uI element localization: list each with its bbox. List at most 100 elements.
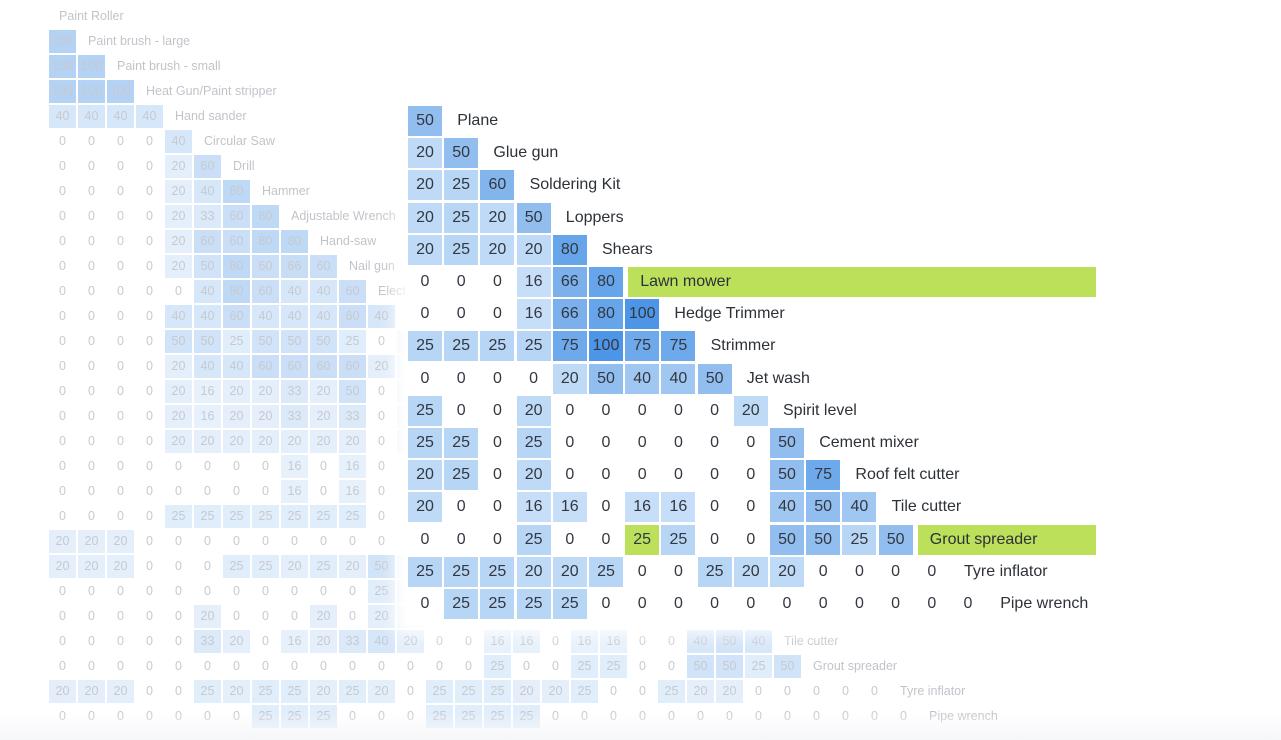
bg-cell: 0: [146, 434, 153, 448]
fg-cell: 20: [408, 234, 442, 265]
bg-cell: 0: [59, 384, 66, 398]
bg-cell: 0: [233, 534, 240, 548]
bg-cell: 60: [223, 230, 250, 253]
bg-cell: 40: [136, 105, 163, 128]
bg-cell: 20: [339, 555, 366, 578]
bg-cell: 0: [117, 334, 124, 348]
bg-cell: 16: [281, 480, 308, 503]
bg-cell: 0: [146, 609, 153, 623]
bg-cell: 40: [107, 105, 134, 128]
bg-cell: 0: [88, 359, 95, 373]
fg-cell: 0: [891, 595, 901, 612]
bg-cell: 25: [600, 655, 627, 678]
bg-cell: 16: [339, 480, 366, 503]
fg-cell: 25: [444, 202, 479, 233]
fg-cell: 0: [818, 562, 828, 580]
bg-cell: 0: [233, 459, 240, 473]
bg-cell: 0: [175, 684, 182, 698]
bg-cell: 50: [716, 655, 743, 678]
bg-cell: 16: [571, 630, 598, 653]
bg-cell: 0: [59, 609, 66, 623]
fg-cell: 0: [492, 305, 502, 323]
bg-cell: 0: [146, 209, 153, 223]
bg-cell: 0: [59, 309, 66, 323]
bg-cell: 0: [204, 484, 211, 498]
fg-cell: 20: [480, 234, 515, 265]
bg-cell: 33: [339, 630, 366, 653]
fg-cell: 0: [891, 562, 901, 580]
bg-cell: 25: [571, 655, 598, 678]
bottom-fade: [0, 712, 1281, 740]
bg-cell: 0: [204, 659, 211, 673]
bg-cell: 16: [281, 630, 308, 653]
fg-row-label: Loppers: [565, 208, 624, 226]
bg-cell: 100: [49, 55, 76, 78]
fg-cell: 0: [492, 466, 502, 484]
bg-cell: 20: [49, 530, 76, 553]
bg-cell: 16: [194, 405, 221, 428]
fg-cell: 25: [480, 589, 515, 619]
fg-cell: 25: [552, 589, 587, 619]
bg-cell: 20: [339, 430, 366, 453]
fg-cell: 0: [456, 401, 466, 419]
bg-cell: 0: [88, 459, 95, 473]
bg-cell: 60: [194, 230, 221, 253]
bg-cell: 20: [513, 680, 540, 703]
bg-cell: 0: [349, 584, 356, 598]
fg-row-label: Tyre inflator: [964, 562, 1048, 580]
bg-cell: 0: [88, 509, 95, 523]
bg-cell: 0: [233, 584, 240, 598]
bg-cell: 0: [291, 584, 298, 598]
bg-cell: 25: [484, 655, 511, 678]
bg-cell: 100: [78, 80, 105, 103]
bg-cell: 0: [117, 309, 124, 323]
fg-row-label: Lawn mower: [628, 267, 1096, 297]
bg-cell: 0: [668, 634, 675, 648]
bg-cell: 40: [194, 280, 221, 303]
bg-cell: 0: [146, 584, 153, 598]
fg-row-label: Strimmer: [710, 337, 776, 355]
fg-cell: 50: [444, 138, 479, 169]
bg-cell: 40: [310, 280, 337, 303]
bg-cell: 0: [88, 584, 95, 598]
fg-cell: 25: [516, 589, 551, 619]
bg-row-label: Grout spreader: [813, 659, 898, 673]
bg-cell: 33: [281, 405, 308, 428]
fg-cell: 25: [444, 556, 479, 587]
fg-cell: 0: [420, 305, 430, 323]
bg-cell: 60: [281, 355, 308, 378]
fg-cell: 16: [661, 492, 696, 523]
fg-cell: 25: [408, 395, 442, 426]
bg-cell: 0: [146, 359, 153, 373]
bg-cell: 20: [165, 380, 192, 403]
bg-cell: 0: [117, 184, 124, 198]
fg-cell: 20: [552, 556, 587, 587]
bg-cell: 25: [339, 330, 366, 353]
fg-cell: 0: [601, 595, 611, 612]
fg-cell: 0: [456, 273, 466, 290]
bg-cell: 0: [146, 134, 153, 148]
bg-cell: 40: [687, 630, 714, 653]
bg-cell: 0: [117, 384, 124, 398]
fg-cell: 20: [516, 556, 551, 587]
bg-cell: 0: [175, 459, 182, 473]
bg-cell: 25: [368, 580, 395, 603]
fg-cell: 66: [552, 267, 587, 297]
bg-cell: 100: [49, 80, 76, 103]
fg-cell: 25: [661, 524, 696, 555]
fg-cell: 66: [552, 299, 587, 330]
bg-cell: 0: [117, 509, 124, 523]
fg-cell: 0: [565, 530, 575, 548]
bg-cell: 0: [233, 659, 240, 673]
fg-cell: 0: [601, 530, 611, 548]
bg-cell: 80: [252, 230, 279, 253]
bg-cell: 20: [165, 205, 192, 228]
bg-cell: 20: [194, 605, 221, 628]
fg-cell: 0: [710, 530, 720, 548]
bg-cell: 20: [252, 405, 279, 428]
bg-cell: 0: [320, 459, 327, 473]
bg-cell: 0: [146, 459, 153, 473]
bg-cell: 0: [59, 284, 66, 298]
bg-cell: 0: [59, 359, 66, 373]
bg-cell: 16: [484, 630, 511, 653]
